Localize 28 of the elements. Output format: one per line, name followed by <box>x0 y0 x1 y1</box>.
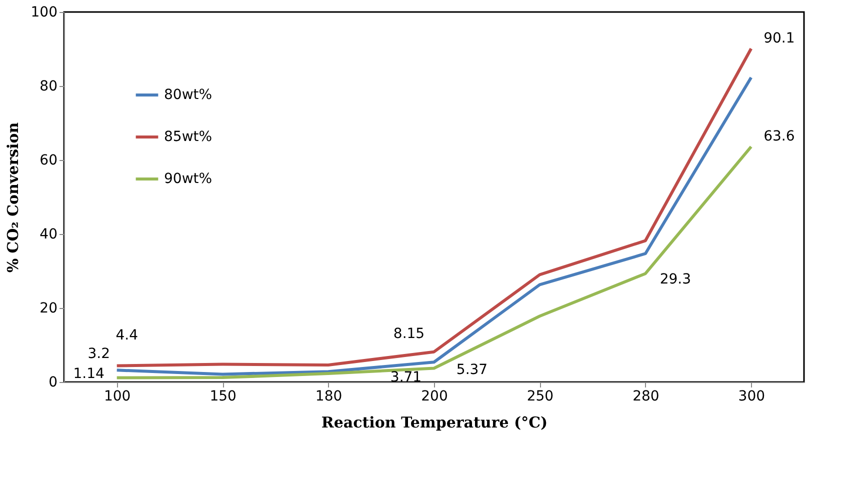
x-tick-label: 200 <box>421 388 448 404</box>
data-label: 4.4 <box>116 328 138 344</box>
data-label: 3.71 <box>390 369 422 386</box>
data-label: 5.37 <box>456 362 488 378</box>
data-label: 90.1 <box>764 30 795 47</box>
x-tick-label: 150 <box>210 388 236 404</box>
legend-label: 85wt% <box>164 129 212 145</box>
y-tick-label: 0 <box>48 374 58 390</box>
x-axis-title: Reaction Temperature (°C) <box>321 414 548 432</box>
legend-label: 90wt% <box>164 171 212 187</box>
x-tick-label: 250 <box>526 388 554 404</box>
x-tick-label: 280 <box>632 388 660 404</box>
x-tick-label: 300 <box>738 388 766 404</box>
y-tick-label: 40 <box>40 226 58 242</box>
x-tick-label: 100 <box>104 388 131 404</box>
y-tick-label: 20 <box>40 300 58 316</box>
data-label: 8.15 <box>393 326 425 342</box>
legend-label: 80wt% <box>164 87 212 103</box>
data-label: 3.2 <box>88 346 110 362</box>
data-label: 29.3 <box>660 272 692 288</box>
data-label: 1.14 <box>73 366 105 382</box>
y-tick-label: 80 <box>40 78 58 94</box>
data-label: 63.6 <box>764 128 795 145</box>
line-series <box>115 145 753 380</box>
y-tick-label: 60 <box>40 152 58 168</box>
y-tick-label: 100 <box>30 4 58 20</box>
y-axis-title: % CO₂ Conversion <box>4 122 22 273</box>
x-tick-label: 180 <box>315 388 342 404</box>
